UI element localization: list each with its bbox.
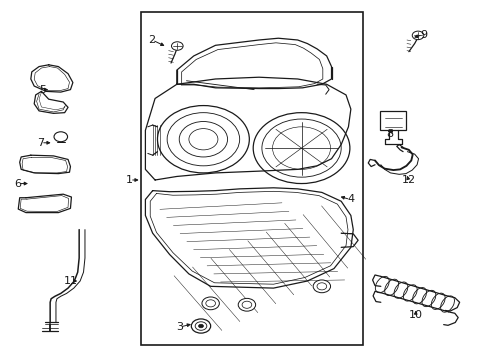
Bar	[140, 12, 362, 345]
Circle shape	[171, 42, 183, 50]
Circle shape	[191, 319, 210, 333]
Polygon shape	[31, 65, 73, 92]
Polygon shape	[177, 38, 331, 89]
Polygon shape	[18, 194, 71, 213]
Text: 11: 11	[63, 276, 77, 286]
Text: 8: 8	[385, 129, 392, 139]
Text: 12: 12	[401, 175, 415, 185]
Polygon shape	[20, 155, 70, 174]
Text: 2: 2	[148, 35, 155, 45]
Text: 1: 1	[126, 175, 133, 185]
Polygon shape	[34, 91, 68, 113]
Text: 7: 7	[37, 138, 44, 148]
Circle shape	[54, 132, 67, 142]
Bar	[379, 111, 406, 130]
Polygon shape	[145, 77, 350, 180]
Text: 6: 6	[14, 179, 20, 189]
Text: 3: 3	[175, 322, 183, 332]
Circle shape	[411, 31, 423, 40]
Circle shape	[238, 298, 255, 311]
Circle shape	[202, 297, 219, 310]
Text: 4: 4	[346, 194, 354, 204]
Text: 9: 9	[419, 30, 426, 40]
Polygon shape	[145, 188, 352, 288]
Circle shape	[198, 324, 203, 328]
Text: 10: 10	[408, 310, 422, 320]
Text: 5: 5	[39, 85, 46, 95]
Circle shape	[312, 280, 330, 293]
